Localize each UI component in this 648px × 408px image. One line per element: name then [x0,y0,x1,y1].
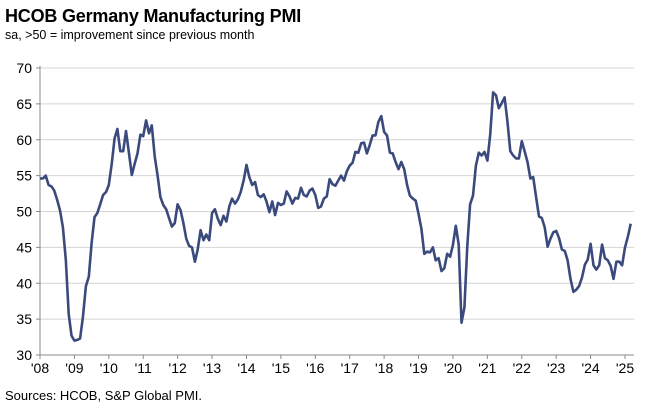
x-tick-label: '23 [547,360,565,376]
y-tick-label: 30 [16,347,32,363]
x-tick-label: '12 [169,360,187,376]
x-tick-label: '21 [478,360,496,376]
x-tick-label: '16 [306,360,324,376]
y-tick-label: 60 [16,132,32,148]
y-tick-label: 70 [16,60,32,76]
x-tick-label: '25 [616,360,634,376]
y-tick-label: 35 [16,311,32,327]
chart-subtitle: sa, >50 = improvement since previous mon… [5,28,255,42]
x-tick-label: '20 [444,360,462,376]
chart-title: HCOB Germany Manufacturing PMI [5,6,302,26]
y-tick-label: 65 [16,96,32,112]
source-note: Sources: HCOB, S&P Global PMI. [5,388,202,403]
x-tick-label: '17 [341,360,359,376]
pmi-series-line [40,91,632,342]
x-tick-label: '15 [272,360,290,376]
x-tick-label: '22 [513,360,531,376]
x-tick-label: '24 [581,360,599,376]
x-tick-label: '11 [135,360,152,376]
y-tick-label: 45 [16,239,32,255]
y-tick-label: 55 [16,168,32,184]
x-tick-label: '14 [237,360,255,376]
x-tick-label: '18 [375,360,393,376]
y-tick-label: 50 [16,204,32,220]
x-tick-label: '10 [100,360,118,376]
x-tick-label: '08 [31,360,49,376]
x-tick-label: '19 [409,360,427,376]
x-tick-label: '13 [203,360,221,376]
y-tick-label: 40 [16,275,32,291]
x-tick-label: '09 [65,360,83,376]
